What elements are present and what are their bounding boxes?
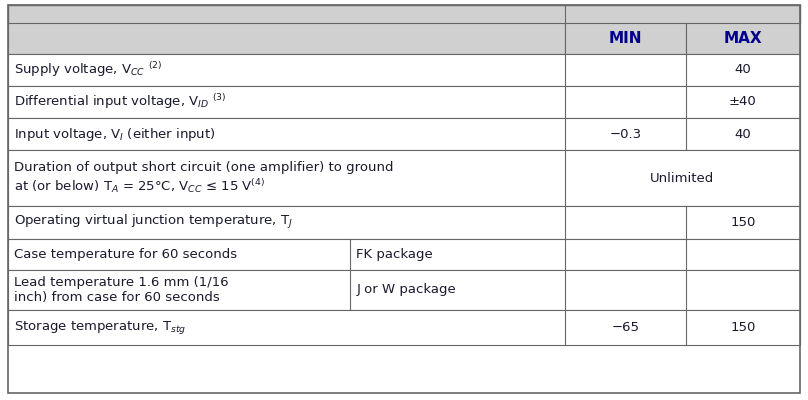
Text: Duration of output short circuit (one amplifier) to ground
at (or below) T$_{A}$: Duration of output short circuit (one am… <box>14 161 393 195</box>
Bar <box>8 238 800 270</box>
Bar <box>8 270 800 310</box>
Bar <box>8 86 800 118</box>
Bar <box>8 5 800 24</box>
Bar <box>8 118 800 150</box>
Text: J or W package: J or W package <box>356 284 456 296</box>
Bar <box>8 54 800 86</box>
Text: −65: −65 <box>612 321 639 334</box>
Bar <box>686 24 800 54</box>
Text: Operating virtual junction temperature, T$_{J}$: Operating virtual junction temperature, … <box>14 214 293 232</box>
Text: Lead temperature 1.6 mm (1/16
inch) from case for 60 seconds: Lead temperature 1.6 mm (1/16 inch) from… <box>14 276 229 304</box>
Text: MIN: MIN <box>608 31 642 46</box>
Text: −0.3: −0.3 <box>609 128 642 140</box>
Text: Differential input voltage, V$_{ID}$ $^{(3)}$: Differential input voltage, V$_{ID}$ $^{… <box>14 92 226 111</box>
Text: 150: 150 <box>730 216 755 229</box>
Bar <box>8 24 565 54</box>
Text: 40: 40 <box>734 63 751 76</box>
Bar <box>8 150 800 206</box>
Bar <box>8 206 800 238</box>
Text: Supply voltage, V$_{CC}$ $^{(2)}$: Supply voltage, V$_{CC}$ $^{(2)}$ <box>14 60 162 79</box>
Text: ±40: ±40 <box>729 95 757 108</box>
Bar <box>8 310 800 344</box>
Text: Case temperature for 60 seconds: Case temperature for 60 seconds <box>14 248 237 260</box>
Text: Input voltage, V$_{I}$ (either input): Input voltage, V$_{I}$ (either input) <box>14 126 216 142</box>
Text: MAX: MAX <box>724 31 762 46</box>
Text: 150: 150 <box>730 321 755 334</box>
Text: Unlimited: Unlimited <box>650 172 714 185</box>
Text: FK package: FK package <box>356 248 433 260</box>
Text: Storage temperature, T$_{stg}$: Storage temperature, T$_{stg}$ <box>14 319 187 336</box>
Text: 40: 40 <box>734 128 751 140</box>
Bar <box>565 24 686 54</box>
